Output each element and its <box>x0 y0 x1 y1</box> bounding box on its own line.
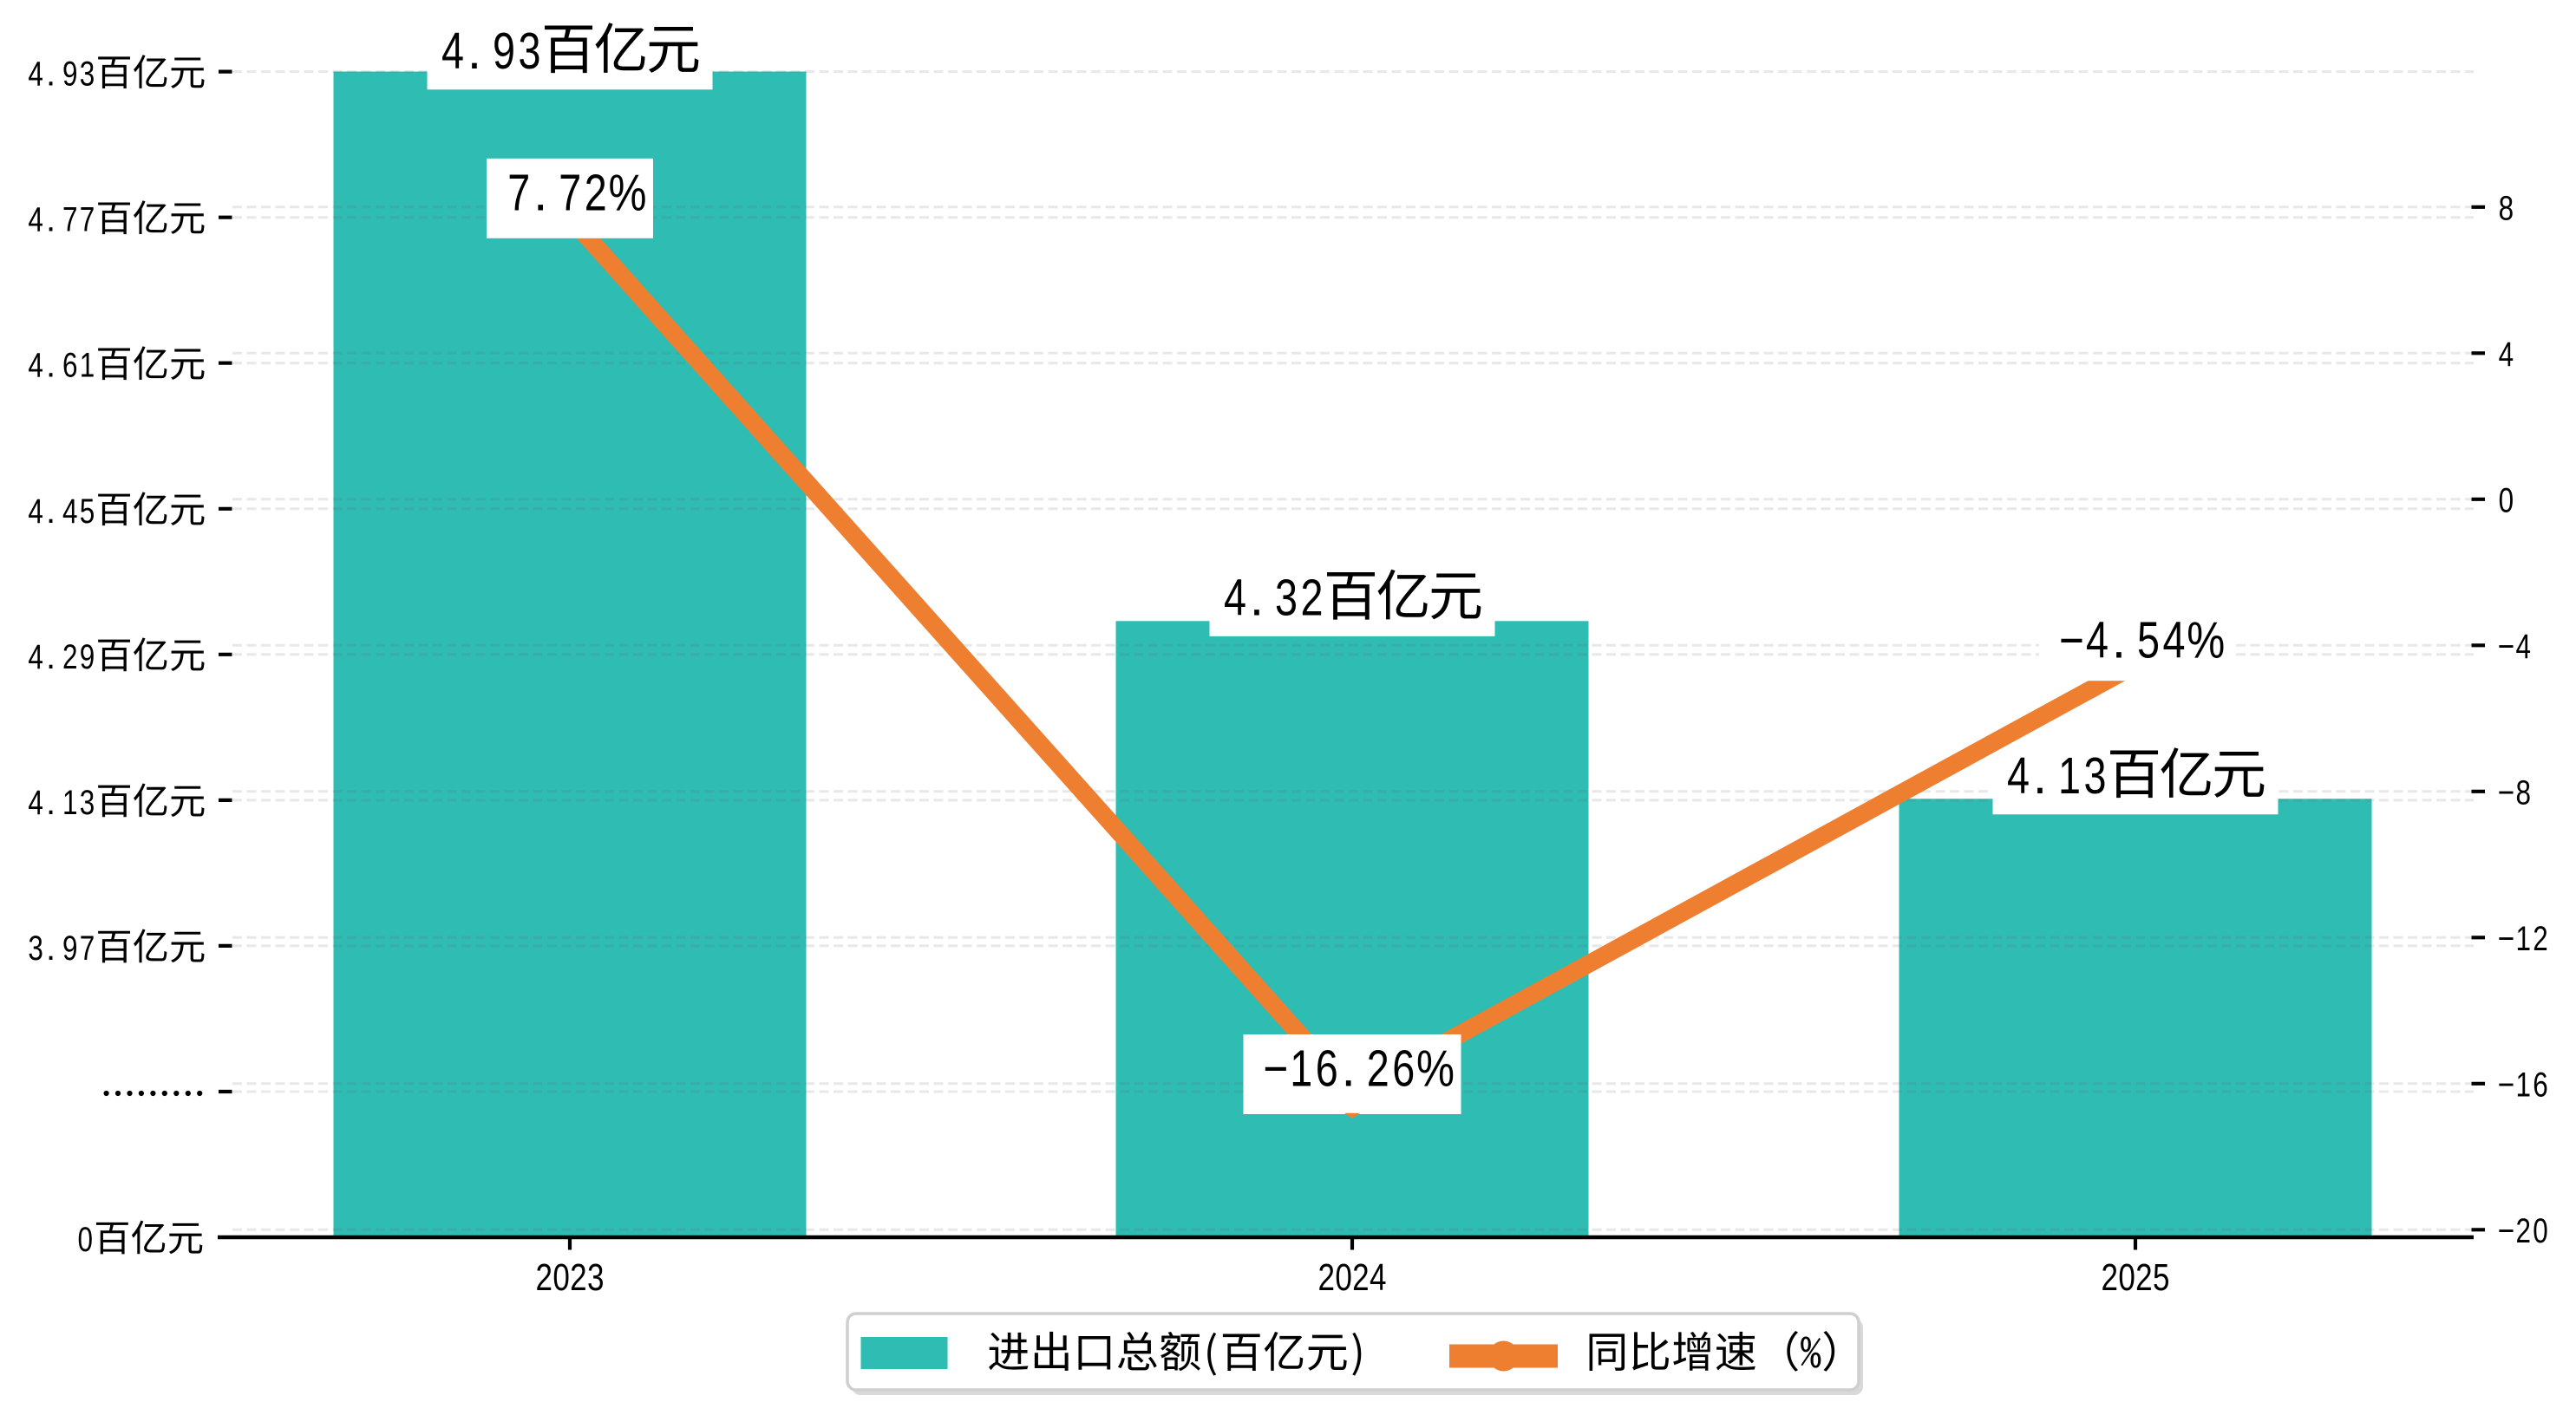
svg-text:3: 3 <box>28 929 43 968</box>
svg-text:9: 9 <box>62 55 78 94</box>
svg-text:7: 7 <box>80 929 95 968</box>
svg-text:4: 4 <box>1370 1256 1387 1299</box>
svg-text:4: 4 <box>2515 628 2531 666</box>
svg-text:.: . <box>533 164 547 221</box>
svg-text:3: 3 <box>80 55 95 94</box>
svg-text:3: 3 <box>587 1256 605 1299</box>
svg-text:.: . <box>46 929 56 968</box>
svg-text:.: . <box>46 55 56 94</box>
svg-text:6: 6 <box>1392 1040 1415 1098</box>
svg-text:.: . <box>46 492 56 531</box>
svg-text:0: 0 <box>2533 1212 2548 1250</box>
svg-text:.: . <box>2112 612 2126 669</box>
svg-text:−: − <box>2498 773 2514 812</box>
svg-text:0: 0 <box>2118 1256 2135 1299</box>
svg-text:4: 4 <box>28 55 43 94</box>
svg-text:1: 1 <box>2515 920 2531 958</box>
svg-text:4: 4 <box>28 638 43 676</box>
svg-text:7: 7 <box>559 164 581 221</box>
svg-text:5: 5 <box>2153 1256 2170 1299</box>
svg-text:2: 2 <box>536 1256 553 1299</box>
svg-text:4: 4 <box>2086 612 2109 669</box>
svg-text:5: 5 <box>80 492 95 531</box>
svg-text:2: 2 <box>1318 1256 1336 1299</box>
svg-text:−: − <box>2059 612 2084 669</box>
svg-text:9: 9 <box>493 23 515 80</box>
svg-text:.: . <box>46 638 56 676</box>
svg-text:4: 4 <box>28 347 43 385</box>
svg-text:1: 1 <box>1290 1040 1312 1098</box>
svg-text:0: 0 <box>78 1221 94 1259</box>
svg-text:0: 0 <box>1335 1256 1352 1299</box>
svg-text:2: 2 <box>62 638 78 676</box>
svg-text:7: 7 <box>62 201 78 239</box>
svg-text:.: . <box>1250 570 1264 627</box>
svg-text:6: 6 <box>2533 1066 2548 1104</box>
svg-text:6: 6 <box>62 347 78 385</box>
svg-text:−: − <box>1263 1040 1288 1098</box>
svg-text:2: 2 <box>1367 1040 1389 1098</box>
svg-text:3: 3 <box>519 23 541 80</box>
svg-text:2: 2 <box>585 164 607 221</box>
svg-text:4: 4 <box>28 492 43 531</box>
svg-text:−: − <box>2498 920 2514 958</box>
svg-text:1: 1 <box>2515 1066 2531 1104</box>
svg-text:−: − <box>2498 1212 2514 1250</box>
svg-text:%: % <box>609 164 647 221</box>
svg-text:0: 0 <box>2499 481 2514 519</box>
svg-text:1: 1 <box>62 784 78 822</box>
svg-text:4: 4 <box>2163 612 2186 669</box>
svg-text:4: 4 <box>28 201 43 239</box>
svg-text:2: 2 <box>1352 1256 1370 1299</box>
svg-text:.: . <box>2033 747 2047 805</box>
svg-text:8: 8 <box>2515 773 2531 812</box>
svg-text:0: 0 <box>552 1256 570 1299</box>
svg-text:9: 9 <box>62 929 78 968</box>
svg-text:2: 2 <box>2515 1212 2531 1250</box>
svg-text:9: 9 <box>80 638 95 676</box>
svg-text:7: 7 <box>80 201 95 239</box>
svg-text:4: 4 <box>441 23 464 80</box>
svg-text:4: 4 <box>28 784 43 822</box>
svg-text:.: . <box>46 784 56 822</box>
svg-text:4: 4 <box>1224 570 1246 627</box>
svg-text:7: 7 <box>507 164 530 221</box>
svg-text:1: 1 <box>80 347 95 385</box>
svg-text:.: . <box>46 347 56 385</box>
svg-text:4: 4 <box>62 492 78 531</box>
svg-text:2: 2 <box>2533 920 2548 958</box>
svg-text:4: 4 <box>2007 747 2030 805</box>
svg-text:3: 3 <box>2084 747 2107 805</box>
svg-text:.: . <box>1342 1040 1356 1098</box>
svg-text:6: 6 <box>1316 1040 1338 1098</box>
svg-text:−: − <box>2498 1066 2514 1104</box>
svg-text:2: 2 <box>1301 570 1324 627</box>
svg-text:1: 1 <box>2058 747 2081 805</box>
svg-text:.: . <box>46 201 56 239</box>
svg-text:3: 3 <box>1275 570 1298 627</box>
svg-text:8: 8 <box>2499 189 2514 227</box>
svg-text:2: 2 <box>570 1256 587 1299</box>
svg-text:2: 2 <box>2135 1256 2153 1299</box>
svg-text:4: 4 <box>2499 336 2514 374</box>
svg-text:5: 5 <box>2137 612 2160 669</box>
svg-text:%: % <box>1416 1040 1455 1098</box>
svg-text:%: % <box>2187 612 2225 669</box>
svg-text:2: 2 <box>2102 1256 2119 1299</box>
svg-text:−: − <box>2498 628 2514 666</box>
svg-text:.: . <box>467 23 481 80</box>
svg-text:3: 3 <box>80 784 95 822</box>
